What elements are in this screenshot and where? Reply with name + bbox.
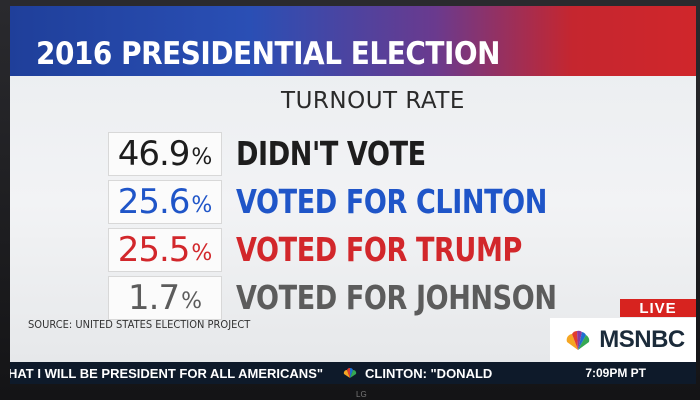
percent-box: 1.7% xyxy=(108,276,222,320)
percent-value: 46.9 xyxy=(117,134,191,174)
graphic-subtitle: TURNOUT RATE xyxy=(281,88,465,114)
percent-sign: % xyxy=(181,288,202,314)
row-label: DIDN'T VOTE xyxy=(236,134,426,173)
banner-title: 2016 PRESIDENTIAL ELECTION xyxy=(36,36,501,72)
percent-box: 25.6% xyxy=(108,180,222,224)
ticker-time: 7:09PM PT xyxy=(585,366,646,380)
title-banner: 2016 PRESIDENTIAL ELECTION xyxy=(10,6,696,76)
row-label: VOTED FOR CLINTON xyxy=(236,182,548,221)
broadcast-screen: 2016 PRESIDENTIAL ELECTION TURNOUT RATE … xyxy=(10,6,696,364)
ticker-headline-2: CLINTON: "DONALD xyxy=(365,365,493,381)
source-note: SOURCE: UNITED STATES ELECTION PROJECT xyxy=(28,318,251,331)
percent-box: 46.9% xyxy=(108,132,222,176)
row-label: VOTED FOR JOHNSON xyxy=(236,278,557,317)
row-label: VOTED FOR TRUMP xyxy=(236,230,522,269)
peacock-icon xyxy=(566,330,590,350)
percent-sign: % xyxy=(191,192,213,218)
percent-sign: % xyxy=(191,144,213,170)
network-logo: MSNBC xyxy=(550,318,696,362)
percent-value: 25.6 xyxy=(117,182,191,222)
live-badge: LIVE xyxy=(620,299,696,317)
news-ticker: HAT I WILL BE PRESIDENT FOR ALL AMERICAN… xyxy=(10,362,696,384)
network-name: MSNBC xyxy=(599,326,685,353)
percent-sign: % xyxy=(191,240,213,266)
percent-value: 1.7 xyxy=(128,278,180,318)
ticker-headline-1: HAT I WILL BE PRESIDENT FOR ALL AMERICAN… xyxy=(10,365,324,381)
peacock-icon xyxy=(343,367,357,378)
tv-brand-logo: LG xyxy=(356,390,367,399)
percent-box: 25.5% xyxy=(108,228,222,272)
percent-value: 25.5 xyxy=(117,230,191,270)
